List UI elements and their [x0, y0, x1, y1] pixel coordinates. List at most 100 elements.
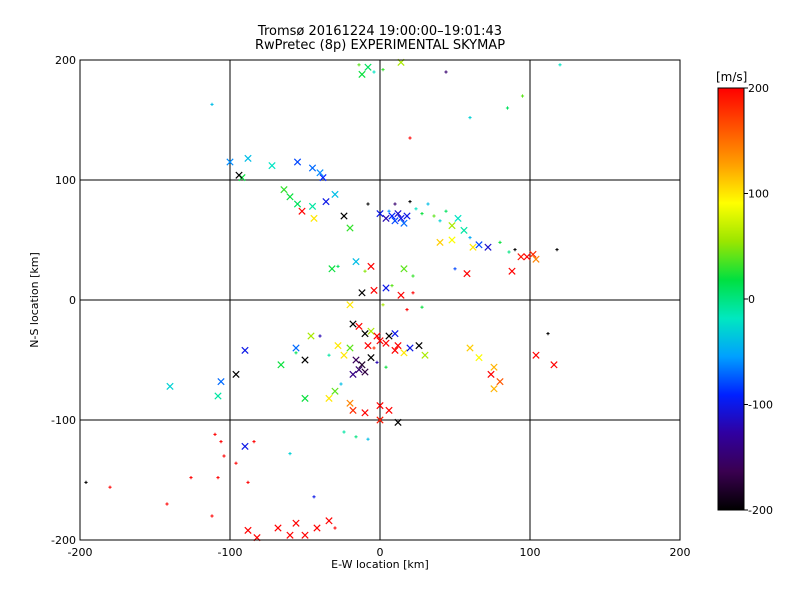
marker-stroke [397, 214, 405, 223]
marker-stroke [340, 351, 348, 359]
marker-stroke [235, 171, 243, 179]
marker-stroke [382, 214, 390, 223]
marker-stroke [394, 209, 402, 218]
data-point-plus-marker [444, 70, 448, 74]
data-point-x-marker [496, 377, 504, 386]
data-point-plus-marker [366, 202, 370, 206]
marker-stroke [346, 344, 354, 352]
marker-stroke [358, 70, 366, 79]
data-point-x-marker [376, 401, 384, 410]
data-point-plus-marker [414, 207, 418, 211]
data-point-plus-marker [366, 437, 370, 441]
data-point-plus-marker [498, 240, 502, 244]
data-point-plus-marker [381, 68, 385, 72]
marker-stroke [355, 322, 363, 331]
marker-stroke [376, 416, 384, 424]
data-point-plus-marker [420, 305, 424, 309]
data-point-plus-marker [468, 236, 472, 240]
marker-stroke [307, 332, 315, 340]
data-point-plus-marker [420, 212, 424, 216]
marker-stroke [367, 327, 375, 335]
x-tick-label: -100 [218, 546, 243, 559]
marker-stroke [277, 361, 285, 369]
data-point-x-marker [391, 217, 399, 225]
marker-stroke [436, 238, 444, 247]
data-point-x-marker [382, 339, 390, 347]
marker-stroke [301, 394, 309, 403]
data-point-x-marker [349, 320, 357, 328]
marker-stroke [358, 289, 366, 297]
y-axis-label: N-S location [km] [28, 252, 41, 348]
data-point-x-marker [364, 63, 372, 71]
marker-stroke [349, 320, 357, 328]
marker-stroke [400, 265, 408, 273]
data-point-x-marker [484, 243, 492, 251]
data-point-x-marker [244, 526, 252, 535]
marker-stroke [448, 221, 456, 230]
marker-stroke [463, 269, 471, 278]
marker-stroke [367, 262, 375, 271]
data-point-x-marker [490, 363, 498, 371]
data-point-plus-marker [546, 332, 550, 336]
data-point-x-marker [346, 344, 354, 352]
data-point-x-marker [454, 214, 462, 223]
marker-stroke [346, 301, 354, 309]
data-point-x-marker [293, 200, 302, 208]
marker-stroke [301, 356, 309, 364]
data-point-x-marker [232, 370, 240, 379]
data-point-plus-marker [387, 209, 391, 213]
marker-stroke [292, 344, 300, 352]
marker-stroke [487, 370, 495, 379]
data-point-x-marker [355, 365, 363, 374]
marker-stroke [415, 341, 423, 350]
marker-stroke [448, 236, 456, 244]
marker-stroke [475, 353, 483, 362]
data-point-plus-marker [216, 476, 220, 480]
data-point-plus-marker [339, 382, 343, 386]
data-point-x-marker [352, 257, 360, 266]
data-point-x-marker [346, 224, 354, 232]
data-point-x-marker [293, 158, 302, 166]
data-point-plus-marker [411, 291, 415, 295]
data-point-plus-marker [219, 440, 223, 444]
data-point-x-marker [385, 332, 393, 340]
marker-stroke [308, 164, 317, 172]
marker-stroke [406, 344, 414, 352]
x-tick-label: 200 [670, 546, 691, 559]
data-point-plus-marker [432, 214, 436, 218]
data-point-plus-marker [294, 351, 298, 355]
data-point-plus-marker [384, 365, 388, 369]
marker-stroke [352, 356, 360, 364]
data-point-x-marker [421, 351, 429, 359]
data-point-plus-marker [438, 219, 442, 223]
marker-stroke [376, 337, 384, 345]
data-point-x-marker [331, 190, 339, 199]
marker-stroke [226, 158, 234, 166]
data-point-x-marker [286, 531, 294, 539]
data-point-x-marker [397, 291, 405, 299]
marker-stroke [364, 63, 372, 71]
data-point-x-marker [301, 394, 309, 403]
data-point-x-marker [367, 353, 375, 362]
marker-stroke [421, 351, 429, 359]
marker-stroke [308, 202, 317, 211]
data-point-x-marker [235, 171, 243, 179]
data-point-x-marker [361, 329, 369, 338]
marker-stroke [358, 361, 366, 369]
data-point-x-marker [391, 329, 399, 338]
marker-stroke [319, 173, 327, 182]
data-point-x-marker [355, 322, 363, 331]
y-tick-labels: -200 -100 0 100 200 [51, 54, 76, 547]
data-point-plus-marker [444, 209, 448, 213]
chart-title: Tromsø 20161224 19:00:00–19:01:43 [257, 24, 503, 39]
data-point-x-marker [394, 209, 402, 218]
data-point-x-marker [367, 327, 375, 335]
marker-stroke [293, 158, 302, 166]
marker-stroke [361, 368, 369, 376]
data-point-plus-marker [390, 284, 394, 288]
data-point-x-marker [358, 361, 366, 369]
data-point-plus-marker [426, 202, 430, 206]
data-point-plus-marker [336, 264, 340, 268]
data-point-x-marker [376, 337, 384, 345]
data-point-plus-marker [210, 514, 214, 518]
